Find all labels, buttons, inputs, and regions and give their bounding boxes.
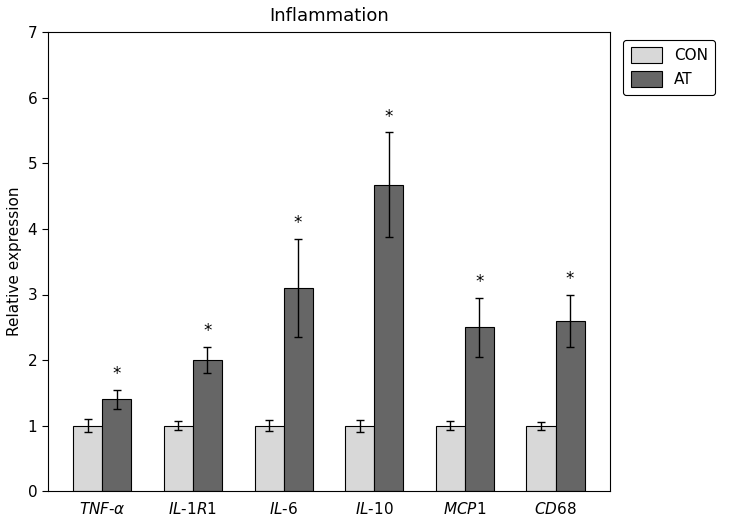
Bar bbox=[73, 425, 102, 492]
Bar bbox=[374, 185, 403, 492]
Legend: CON, AT: CON, AT bbox=[623, 40, 716, 95]
Text: *: * bbox=[566, 270, 574, 288]
Bar bbox=[436, 425, 465, 492]
Bar bbox=[164, 425, 193, 492]
Text: *: * bbox=[112, 365, 121, 383]
Y-axis label: Relative expression: Relative expression bbox=[7, 187, 22, 336]
Bar bbox=[465, 328, 494, 492]
Bar bbox=[527, 425, 556, 492]
Text: *: * bbox=[475, 273, 484, 291]
Text: *: * bbox=[294, 214, 302, 232]
Text: *: * bbox=[203, 322, 211, 341]
Text: *: * bbox=[385, 108, 393, 126]
Bar bbox=[193, 360, 222, 492]
Bar bbox=[345, 425, 374, 492]
Title: Inflammation: Inflammation bbox=[269, 7, 389, 25]
Bar bbox=[102, 399, 131, 492]
Bar bbox=[254, 425, 283, 492]
Bar bbox=[556, 321, 585, 492]
Bar bbox=[283, 288, 312, 492]
